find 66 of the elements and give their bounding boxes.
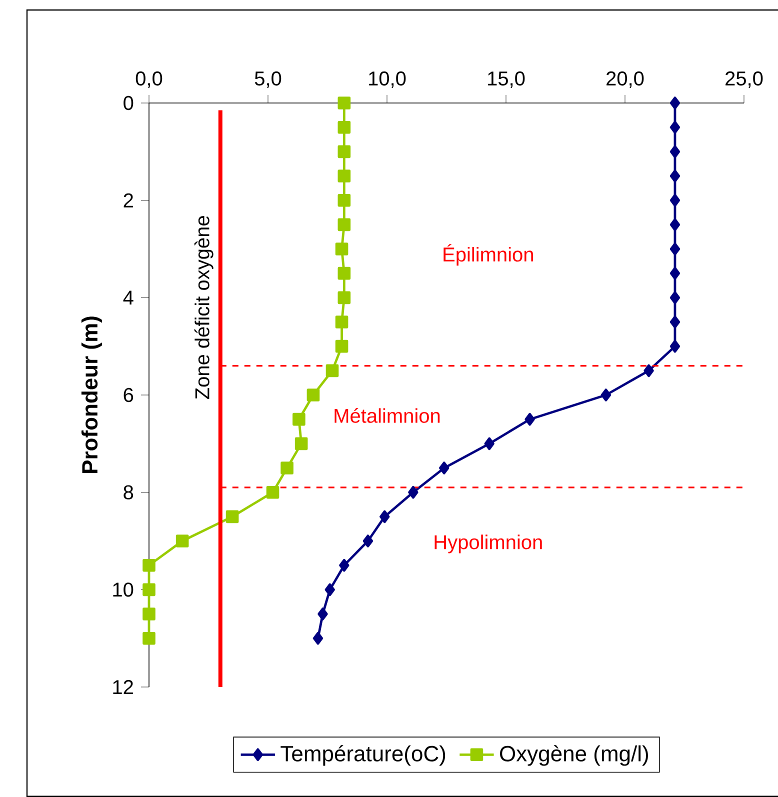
point <box>408 486 418 499</box>
point <box>142 632 156 645</box>
point <box>142 558 156 572</box>
point <box>670 218 680 232</box>
point <box>439 462 450 474</box>
point <box>670 242 680 256</box>
point <box>318 608 328 620</box>
point <box>335 316 348 328</box>
point <box>338 218 351 232</box>
point <box>670 120 680 134</box>
point <box>142 608 156 620</box>
point <box>294 437 308 450</box>
point <box>600 388 612 402</box>
point <box>670 145 680 158</box>
point <box>670 340 680 353</box>
point <box>670 291 680 304</box>
point <box>338 170 351 182</box>
y-tick-label: 12 <box>113 680 133 694</box>
point <box>338 194 351 207</box>
point <box>338 96 351 110</box>
x-tick-label: 10,0 <box>369 71 406 88</box>
point <box>312 632 324 645</box>
annotation: Métalimnion <box>334 408 440 423</box>
point <box>306 388 320 402</box>
point <box>266 486 280 499</box>
x-tick-label: 25,0 <box>726 71 763 88</box>
annotation: Épilimnion <box>444 244 533 266</box>
ref-line-label: Zone déficit oxygène <box>194 216 214 400</box>
point <box>326 364 339 378</box>
point <box>339 558 350 572</box>
point <box>142 583 156 596</box>
y-tick-label: 4 <box>123 290 134 305</box>
point <box>670 316 680 328</box>
point <box>226 510 239 524</box>
point <box>338 145 351 158</box>
y-tick-label: 10 <box>113 582 134 597</box>
y-tick-label: 0 <box>124 96 134 110</box>
point <box>338 291 351 304</box>
point <box>362 534 374 548</box>
x-tick-label: 0,0 <box>136 71 162 88</box>
point <box>324 583 335 596</box>
point <box>484 437 494 450</box>
y-tick-label: 8 <box>124 485 134 500</box>
y-tick-label: 6 <box>124 388 134 402</box>
point <box>338 120 351 134</box>
x-tick-label: 15,0 <box>488 71 525 88</box>
point <box>644 364 654 378</box>
point <box>670 170 680 182</box>
point <box>670 96 680 110</box>
point <box>670 194 680 207</box>
point <box>524 412 535 426</box>
x-tick-label: 5,0 <box>254 71 282 88</box>
point <box>280 462 294 474</box>
point <box>670 266 680 280</box>
point <box>292 412 306 426</box>
y-tick-label: 2 <box>124 193 133 208</box>
point <box>335 340 348 353</box>
x-tick-label: 20,0 <box>606 71 644 88</box>
legend-label: Température(oC) <box>280 745 446 766</box>
y-axis-title: Profondeur (m) <box>81 316 102 473</box>
annotation: Hypolimnion <box>434 534 542 554</box>
point <box>338 266 351 280</box>
point <box>335 242 348 256</box>
point <box>380 510 390 524</box>
point <box>176 534 189 548</box>
legend-label: Oxygène (mg/l) <box>500 745 648 766</box>
